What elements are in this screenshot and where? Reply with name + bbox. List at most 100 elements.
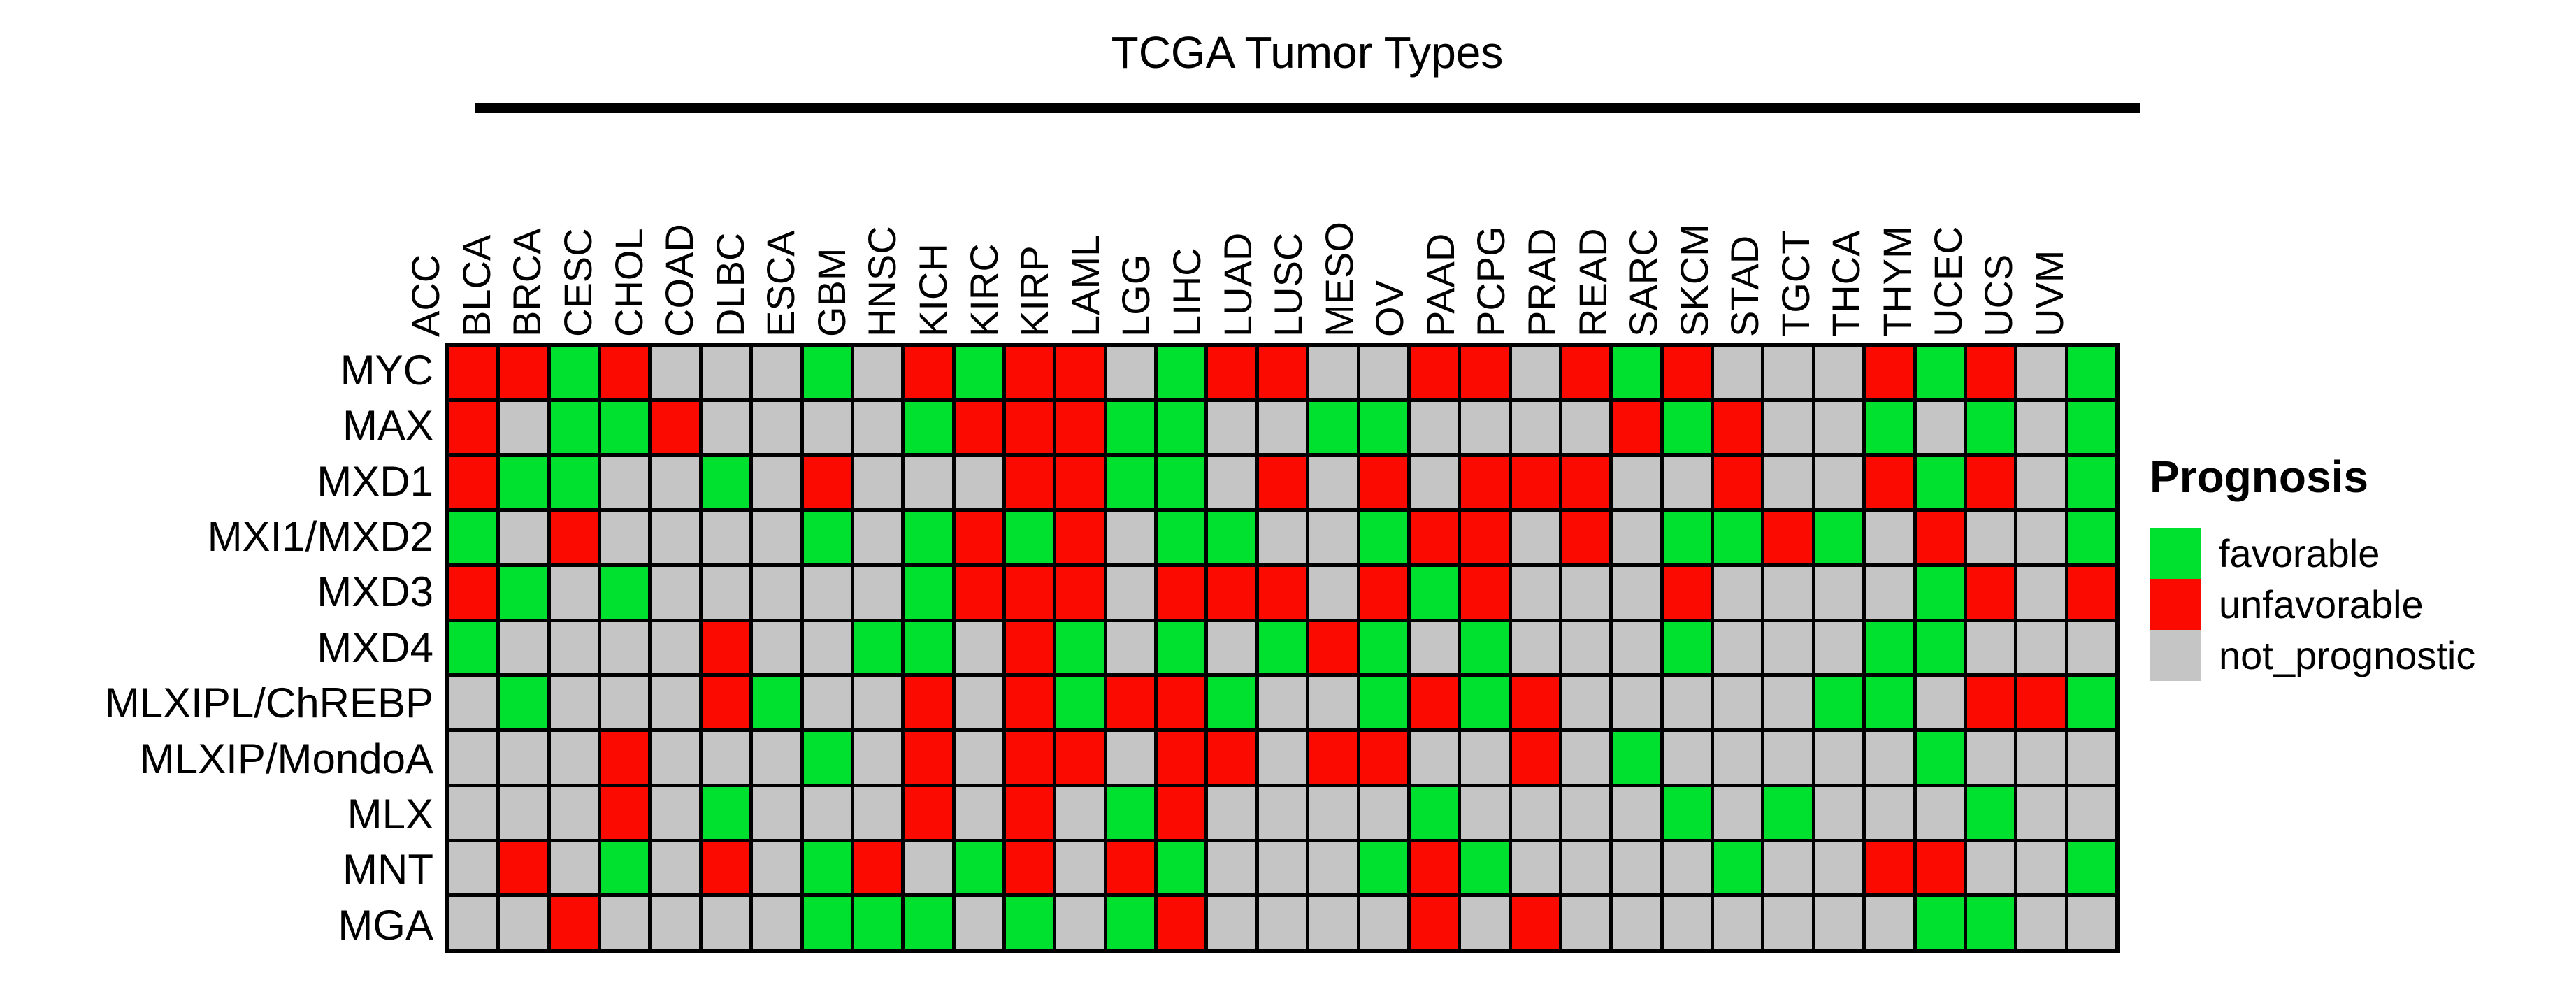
heatmap-cell [550,621,598,674]
heatmap-cell [702,842,750,894]
heatmap-cell [449,897,497,949]
heatmap-cell [1866,897,1913,949]
heatmap-cell [702,512,750,563]
heatmap-cell [955,842,1002,894]
heatmap-cell [753,457,800,509]
heatmap-cell [1866,401,1913,454]
heatmap-cell [500,897,547,949]
heatmap-cell [1006,677,1053,729]
heatmap-cell [702,677,750,729]
heatmap-cell [753,677,800,729]
heatmap-cell [1815,621,1863,674]
heatmap-cell [1056,732,1104,784]
heatmap-cell [1815,512,1863,563]
heatmap-cell [1006,732,1053,784]
heatmap-cell [601,786,649,839]
heatmap-cell [449,677,497,729]
legend-swatch-unfavorable [2150,579,2201,630]
heatmap-cell [1461,897,1509,949]
heatmap-cell [1562,677,1610,729]
heatmap-cell [1815,401,1863,454]
heatmap-cell [1410,786,1458,839]
column-label-hnsc: HNSC [860,226,905,337]
heatmap-cell [1815,842,1863,894]
heatmap-cell [2017,457,2065,509]
heatmap-cell [1461,566,1509,619]
heatmap-cell [1562,897,1610,949]
heatmap-cell [652,512,699,563]
heatmap-cell [905,677,952,729]
heatmap-cell [1714,401,1762,454]
heatmap-cell [1916,786,1964,839]
heatmap-cell [854,401,902,454]
heatmap-cell [1258,842,1307,894]
heatmap-cell [1966,677,2015,729]
heatmap-cell [1309,786,1357,839]
heatmap-cell [652,621,699,674]
heatmap-cell [1107,897,1155,949]
heatmap-cell [702,401,750,454]
heatmap-cell [449,512,497,563]
heatmap-cell [2068,842,2115,894]
heatmap-cell [1916,677,1964,729]
heatmap-cell [854,786,902,839]
legend-label-not_prognostic: not_prognostic [2219,633,2476,677]
heatmap-cell [1966,621,2015,674]
heatmap-cell [1360,566,1407,619]
heatmap-cell [550,457,598,509]
heatmap-cell [955,897,1002,949]
heatmap-cell [1056,566,1104,619]
legend-label-favorable: favorable [2219,531,2380,575]
heatmap-cell [1613,566,1660,619]
heatmap-cell [854,347,902,398]
heatmap-cell [753,732,800,784]
heatmap-cell [1461,512,1509,563]
heatmap-cell [1815,677,1863,729]
heatmap-cell [550,512,598,563]
heatmap-cell [652,732,699,784]
column-label-kich: KICH [911,243,956,337]
heatmap-cell [1511,457,1559,509]
heatmap-cell [1764,347,1812,398]
heatmap-cell [955,566,1002,619]
heatmap-cell [1410,897,1458,949]
heatmap-cell [1258,347,1307,398]
column-label-laml: LAML [1063,234,1107,337]
heatmap-cell [2068,401,2115,454]
legend-item-favorable: favorable [2150,528,2569,579]
heatmap-cell [1714,786,1762,839]
column-label-tgct: TGCT [1773,230,1818,337]
heatmap-cell [1158,786,1205,839]
column-label-chol: CHOL [606,228,651,337]
heatmap-cell [1916,457,1964,509]
heatmap-cell [1511,786,1559,839]
heatmap-cell [1410,347,1458,398]
heatmap-cell [854,842,902,894]
heatmap-cell [1866,842,1913,894]
heatmap-cell [1309,401,1357,454]
heatmap-cell [1511,677,1559,729]
column-label-kirp: KIRP [1012,245,1057,337]
heatmap-cell [1966,732,2015,784]
column-label-acc: ACC [403,254,448,337]
heatmap-cell [500,677,547,729]
heatmap-cell [803,842,851,894]
heatmap-cell [449,347,497,398]
heatmap-cell [1056,677,1104,729]
heatmap-cell [1056,621,1104,674]
heatmap-cell [702,621,750,674]
heatmap-cell [1916,897,1964,949]
heatmap-cell [753,786,800,839]
heatmap-cell [1916,621,1964,674]
heatmap-cell [2017,897,2065,949]
heatmap-cell [753,347,800,398]
heatmap-cell [1613,401,1660,454]
heatmap-cell [1511,621,1559,674]
heatmap-cell [1714,897,1762,949]
heatmap-cell [1866,347,1913,398]
heatmap-cell [1916,401,1964,454]
heatmap-cell [1208,401,1255,454]
heatmap-cell [1613,842,1660,894]
heatmap-cell [1461,842,1509,894]
